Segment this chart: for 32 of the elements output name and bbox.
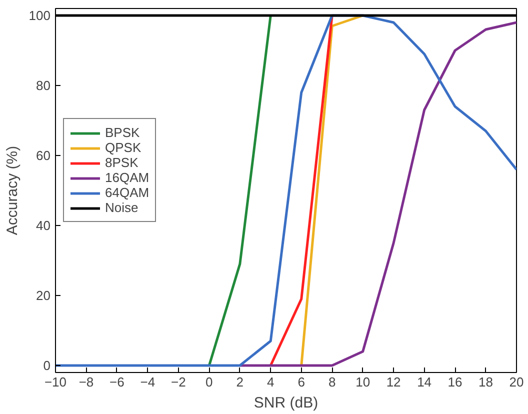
y-tick-label: 80 [36,78,51,93]
legend-label: 64QAM [105,185,150,200]
x-tick-label: −6 [110,374,124,390]
legend-label: QPSK [105,140,142,155]
x-tick-label: 12 [386,374,401,390]
x-tick-label: 2 [236,374,244,390]
x-tick-label: 10 [356,374,370,390]
x-tick-label: 16 [448,374,462,390]
y-tick-label: 100 [28,8,51,23]
y-tick-label: 40 [36,218,51,233]
x-tick-label: −8 [78,374,94,390]
y-tick-label: 0 [43,358,51,373]
x-tick-label: 8 [328,374,336,390]
x-axis-title: SNR (dB) [254,394,318,412]
x-tick-label: −10 [44,374,67,390]
line-series [238,21,516,367]
legend-label: BPSK [105,125,140,140]
y-tick-label: 20 [36,288,51,303]
y-axis-title: Accuracy (%) [4,146,21,236]
legend-label: 8PSK [105,155,138,170]
legend-label: Noise [105,200,138,215]
x-tick-label: −4 [140,374,156,390]
line-series [56,14,516,367]
y-tick-label: 60 [36,148,51,163]
x-tick-label: 14 [417,374,432,390]
x-tick-label: 18 [478,374,494,390]
x-tick-label: 20 [509,374,524,390]
x-tick-label: 6 [298,374,305,390]
x-tick-label: 0 [206,374,213,390]
legend-label: 16QAM [105,170,150,185]
x-tick-label: 4 [267,374,274,390]
x-tick-label: −2 [171,374,186,390]
